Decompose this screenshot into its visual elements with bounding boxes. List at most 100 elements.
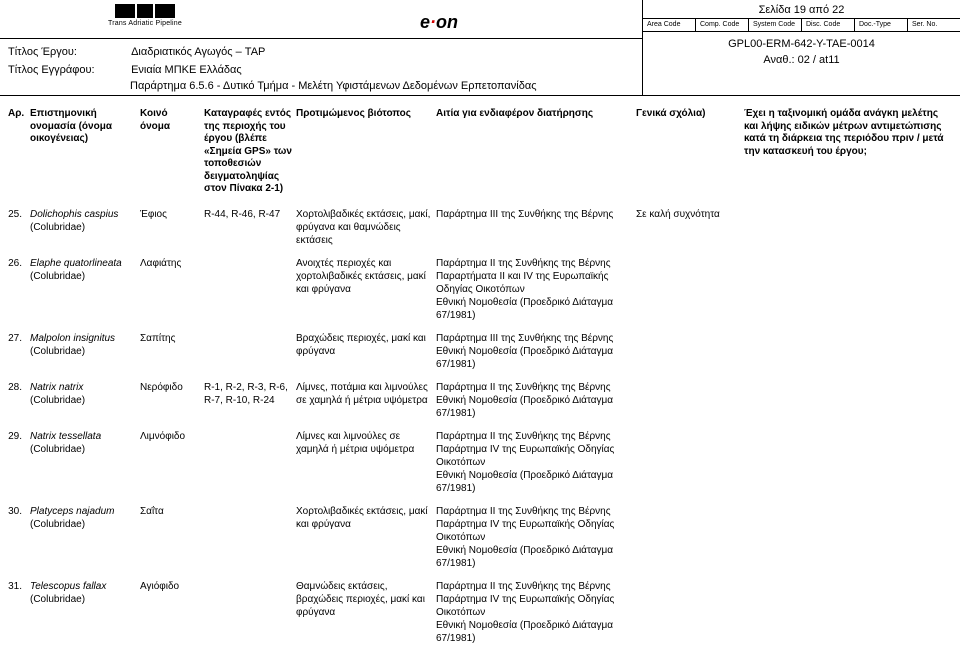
col-scientific: Επιστημονική ονομασία (όνομα οικογένειας… xyxy=(30,106,140,202)
cell-common: Αγιόφιδο xyxy=(140,574,204,649)
cell-conservation: Παράρτημα ΙΙ της Συνθήκης της ΒέρνηςΠαρά… xyxy=(436,499,636,574)
cell-comments xyxy=(636,375,744,424)
table-row: 28.Natrix natrix(Colubridae)ΝερόφιδοR-1,… xyxy=(8,375,952,424)
cell-habitat: Χορτολιβαδικές εκτάσεις, μακί, φρύγανα κ… xyxy=(296,202,436,251)
table-row: 29.Natrix tessellata(Colubridae)Λιμνόφιδ… xyxy=(8,424,952,499)
table-row: 30.Platyceps najadum(Colubridae)ΣαΐταΧορ… xyxy=(8,499,952,574)
document-title-label: Τίτλος Εγγράφου: xyxy=(8,64,128,76)
scientific-name: Natrix natrix xyxy=(30,382,83,393)
document-title-value: Ενιαία ΜΠΚΕ Ελλάδας xyxy=(131,64,242,76)
eon-logo: e·on xyxy=(420,12,458,33)
conservation-line: Παράρτημα IV της Ευρωπαϊκής Οδηγίας Οικο… xyxy=(436,593,632,619)
family-name: (Colubridae) xyxy=(30,593,136,606)
cell-habitat: Θαμνώδεις εκτάσεις, βραχώδεις περιοχές, … xyxy=(296,574,436,649)
page-indicator: Σελίδα 19 από 22 xyxy=(643,0,960,19)
conservation-line: Παράρτημα ΙΙ της Συνθήκης της Βέρνης xyxy=(436,257,632,270)
cell-comments xyxy=(636,251,744,326)
col-mitigation: Έχει η ταξινομική ομάδα ανάγκη μελέτης κ… xyxy=(744,106,952,202)
cell-conservation: Παράρτημα ΙΙΙ της Συνθήκης της Βέρνης xyxy=(436,202,636,251)
table-row: 26.Elaphe quatorlineata(Colubridae)Λαφιά… xyxy=(8,251,952,326)
cell-number: 31. xyxy=(8,574,30,649)
cell-habitat: Λίμνες και λιμνούλες σε χαμηλά ή μέτρια … xyxy=(296,424,436,499)
cell-records xyxy=(204,574,296,649)
tap-logo: Trans Adriatic Pipeline xyxy=(108,4,182,27)
meta-area-code: Area Code xyxy=(643,19,696,31)
cell-number: 30. xyxy=(8,499,30,574)
cell-common: Έφιος xyxy=(140,202,204,251)
cell-records xyxy=(204,326,296,375)
cell-records xyxy=(204,251,296,326)
cell-common: Λιμνόφιδο xyxy=(140,424,204,499)
conservation-line: Παράρτημα ΙΙ της Συνθήκης της Βέρνης xyxy=(436,430,632,443)
appendix-line: Παράρτημα 6.5.6 - Δυτικό Τμήμα - Μελέτη … xyxy=(130,80,537,92)
conservation-line: Εθνική Νομοθεσία (Προεδρικό Διάταγμα 67/… xyxy=(436,619,632,645)
cell-records: R-44, R-46, R-47 xyxy=(204,202,296,251)
table-header-row: Αρ. Επιστημονική ονομασία (όνομα οικογέν… xyxy=(8,106,952,202)
cell-records xyxy=(204,499,296,574)
cell-mitigation xyxy=(744,499,952,574)
cell-records: R-1, R-2, R-3, R-6, R-7, R-10, R-24 xyxy=(204,375,296,424)
cell-comments: Σε καλή συχνότητα xyxy=(636,202,744,251)
conservation-line: Εθνική Νομοθεσία (Προεδρικό Διάταγμα 67/… xyxy=(436,394,632,420)
conservation-line: Εθνική Νομοθεσία (Προεδρικό Διάταγμα 67/… xyxy=(436,296,632,322)
cell-habitat: Βραχώδεις περιοχές, μακί και φρύγανα xyxy=(296,326,436,375)
cell-comments xyxy=(636,574,744,649)
conservation-line: Παράρτημα ΙΙ της Συνθήκης της Βέρνης xyxy=(436,580,632,593)
table-row: 27.Malpolon insignitus(Colubridae) Σαπίτη… xyxy=(8,326,952,375)
cell-scientific: Elaphe quatorlineata(Colubridae) xyxy=(30,251,140,326)
family-name: (Colubridae) xyxy=(30,518,136,531)
family-name: (Colubridae) xyxy=(30,345,136,358)
cell-conservation: Παράρτημα ΙΙΙ της Συνθήκης της ΒέρνηςΕθν… xyxy=(436,326,636,375)
cell-number: 27. xyxy=(8,326,30,375)
tap-logo-bars xyxy=(108,4,182,18)
conservation-line: Εθνική Νομοθεσία (Προεδρικό Διάταγμα 67/… xyxy=(436,345,632,371)
cell-conservation: Παράρτημα ΙΙ της Συνθήκης της ΒέρνηςΠαρα… xyxy=(436,251,636,326)
family-name: (Colubridae) xyxy=(30,443,136,456)
table-row: 31.Telescopus fallax(Colubridae)Αγιόφιδο… xyxy=(8,574,952,649)
meta-comp-code: Comp. Code xyxy=(696,19,749,31)
cell-common: Νερόφιδο xyxy=(140,375,204,424)
conservation-line: Παράρτημα ΙΙ της Συνθήκης της Βέρνης xyxy=(436,381,632,394)
conservation-line: Παράρτημα ΙΙ της Συνθήκης της Βέρνης xyxy=(436,505,632,518)
cell-number: 29. xyxy=(8,424,30,499)
document-title-row: Τίτλος Εγγράφου: Ενιαία ΜΠΚΕ Ελλάδας xyxy=(8,64,242,76)
cell-scientific: Telescopus fallax(Colubridae) xyxy=(30,574,140,649)
cell-mitigation xyxy=(744,202,952,251)
col-habitat: Προτιμώμενος βιότοπος xyxy=(296,106,436,202)
cell-comments xyxy=(636,326,744,375)
conservation-line: Παράρτημα ΙΙΙ της Συνθήκης της Βέρνης xyxy=(436,332,632,345)
cell-number: 25. xyxy=(8,202,30,251)
cell-common: Σαπίτης xyxy=(140,326,204,375)
scientific-name: Dolichophis caspius xyxy=(30,209,118,220)
cell-conservation: Παράρτημα ΙΙ της Συνθήκης της ΒέρνηςΠαρά… xyxy=(436,574,636,649)
conservation-line: Εθνική Νομοθεσία (Προεδρικό Διάταγμα 67/… xyxy=(436,469,632,495)
scientific-name: Malpolon insignitus xyxy=(30,333,115,344)
cell-scientific: Natrix tessellata(Colubridae) xyxy=(30,424,140,499)
cell-scientific: Platyceps najadum(Colubridae) xyxy=(30,499,140,574)
cell-mitigation xyxy=(744,574,952,649)
cell-conservation: Παράρτημα ΙΙ της Συνθήκης της ΒέρνηςΠαρά… xyxy=(436,424,636,499)
conservation-line: Παράρτημα IV της Ευρωπαϊκής Οδηγίας Οικο… xyxy=(436,518,632,544)
tap-logo-sub: Trans Adriatic Pipeline xyxy=(108,20,182,27)
cell-mitigation xyxy=(744,326,952,375)
cell-habitat: Λίμνες, ποτάμια και λιμνούλες σε χαμηλά … xyxy=(296,375,436,424)
cell-comments xyxy=(636,424,744,499)
family-name: (Colubridae) xyxy=(30,270,136,283)
conservation-line: Παραρτήματα ΙΙ και IV της Ευρωπαϊκής Οδη… xyxy=(436,270,632,296)
cell-mitigation xyxy=(744,424,952,499)
cell-scientific: Dolichophis caspius(Colubridae) xyxy=(30,202,140,251)
conservation-line: Παράρτημα ΙΙΙ της Συνθήκης της Βέρνης xyxy=(436,208,632,221)
scientific-name: Telescopus fallax xyxy=(30,581,106,592)
cell-comments xyxy=(636,499,744,574)
meta-system-code: System Code xyxy=(749,19,802,31)
col-common: Κοινό όνομα xyxy=(140,106,204,202)
cell-mitigation xyxy=(744,375,952,424)
cell-mitigation xyxy=(744,251,952,326)
species-table: Αρ. Επιστημονική ονομασία (όνομα οικογέν… xyxy=(8,106,952,649)
conservation-line: Παράρτημα IV της Ευρωπαϊκής Οδηγίας Οικο… xyxy=(436,443,632,469)
project-title-row: Τίτλος Έργου: Διαδριατικός Αγωγός – TAP xyxy=(8,46,265,58)
document-revision: Αναθ.: 02 / at11 xyxy=(643,52,960,70)
document-code: GPL00-ERM-642-Y-TAE-0014 xyxy=(643,32,960,52)
col-number: Αρ. xyxy=(8,106,30,202)
conservation-line: Εθνική Νομοθεσία (Προεδρικό Διάταγμα 67/… xyxy=(436,544,632,570)
